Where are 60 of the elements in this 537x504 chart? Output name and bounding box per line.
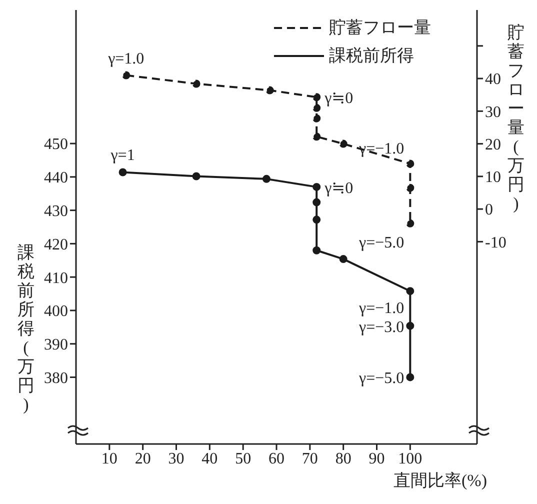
point — [406, 160, 414, 168]
point — [118, 168, 127, 176]
y-tick-label: 400 — [44, 303, 68, 320]
text: 貯蓄フロー量(万円) — [508, 23, 524, 213]
annotation: γ≒0 — [324, 90, 354, 108]
y-tick-label: 450 — [44, 136, 68, 154]
point — [406, 373, 414, 382]
point — [312, 132, 321, 141]
point — [406, 287, 414, 296]
x-tick-label: 100 — [398, 450, 422, 468]
annotation: γ≒0 — [324, 180, 354, 197]
annotation: γ=1.0 — [107, 50, 144, 68]
annotation: γ=−1.0 — [358, 140, 404, 158]
x-tick-label: 30 — [168, 450, 184, 468]
point — [406, 184, 414, 192]
point — [312, 114, 321, 122]
x-tick-label: 10 — [101, 450, 118, 468]
point — [262, 174, 270, 183]
point — [192, 80, 200, 88]
point — [406, 219, 414, 228]
point — [339, 140, 348, 148]
text: 課税前所得(万円) — [18, 243, 34, 414]
y2-tick-label: 0 — [485, 202, 493, 219]
point — [122, 71, 130, 80]
annotation: γ=1 — [110, 147, 135, 164]
annotation: γ=−3.0 — [358, 318, 404, 336]
annotation: γ=−5.0 — [358, 234, 404, 252]
point — [406, 322, 414, 330]
legend-label: 貯蓄フロー量 — [329, 17, 431, 39]
point — [312, 93, 321, 102]
y-tick-label: 380 — [44, 370, 68, 387]
legend-label: 課税前所得 — [329, 45, 414, 67]
y2-tick-label: -10 — [485, 234, 506, 252]
x-tick-label: 40 — [202, 450, 218, 468]
x-tick-label: 80 — [335, 450, 352, 468]
y2-tick-label: 30 — [485, 104, 501, 121]
y-tick-label: 410 — [44, 270, 68, 287]
y-tick-label: 430 — [44, 202, 68, 220]
y2-tick-label: 10 — [485, 169, 501, 186]
point — [192, 172, 200, 180]
point — [312, 246, 321, 254]
x-tick-label: 60 — [268, 450, 284, 468]
point — [339, 255, 348, 264]
point — [312, 216, 321, 224]
annotation: γ=−1.0 — [358, 300, 404, 318]
point — [312, 198, 321, 206]
y-tick-label: 390 — [44, 336, 68, 354]
point — [312, 182, 321, 191]
x-tick-label: 20 — [134, 450, 151, 468]
y2-tick-label: 40 — [485, 71, 501, 88]
x-tick-label: 50 — [235, 450, 252, 468]
y-tick-label: 420 — [44, 236, 68, 254]
y-tick-label: 440 — [44, 170, 68, 187]
x-axis-title: 直間比率(%) — [394, 471, 487, 490]
x-tick-label: 70 — [302, 450, 318, 468]
point — [266, 86, 274, 94]
point — [312, 104, 321, 112]
y2-tick-label: 20 — [485, 136, 501, 154]
x-tick-label: 90 — [368, 450, 385, 468]
annotation: γ=−5.0 — [358, 370, 404, 388]
